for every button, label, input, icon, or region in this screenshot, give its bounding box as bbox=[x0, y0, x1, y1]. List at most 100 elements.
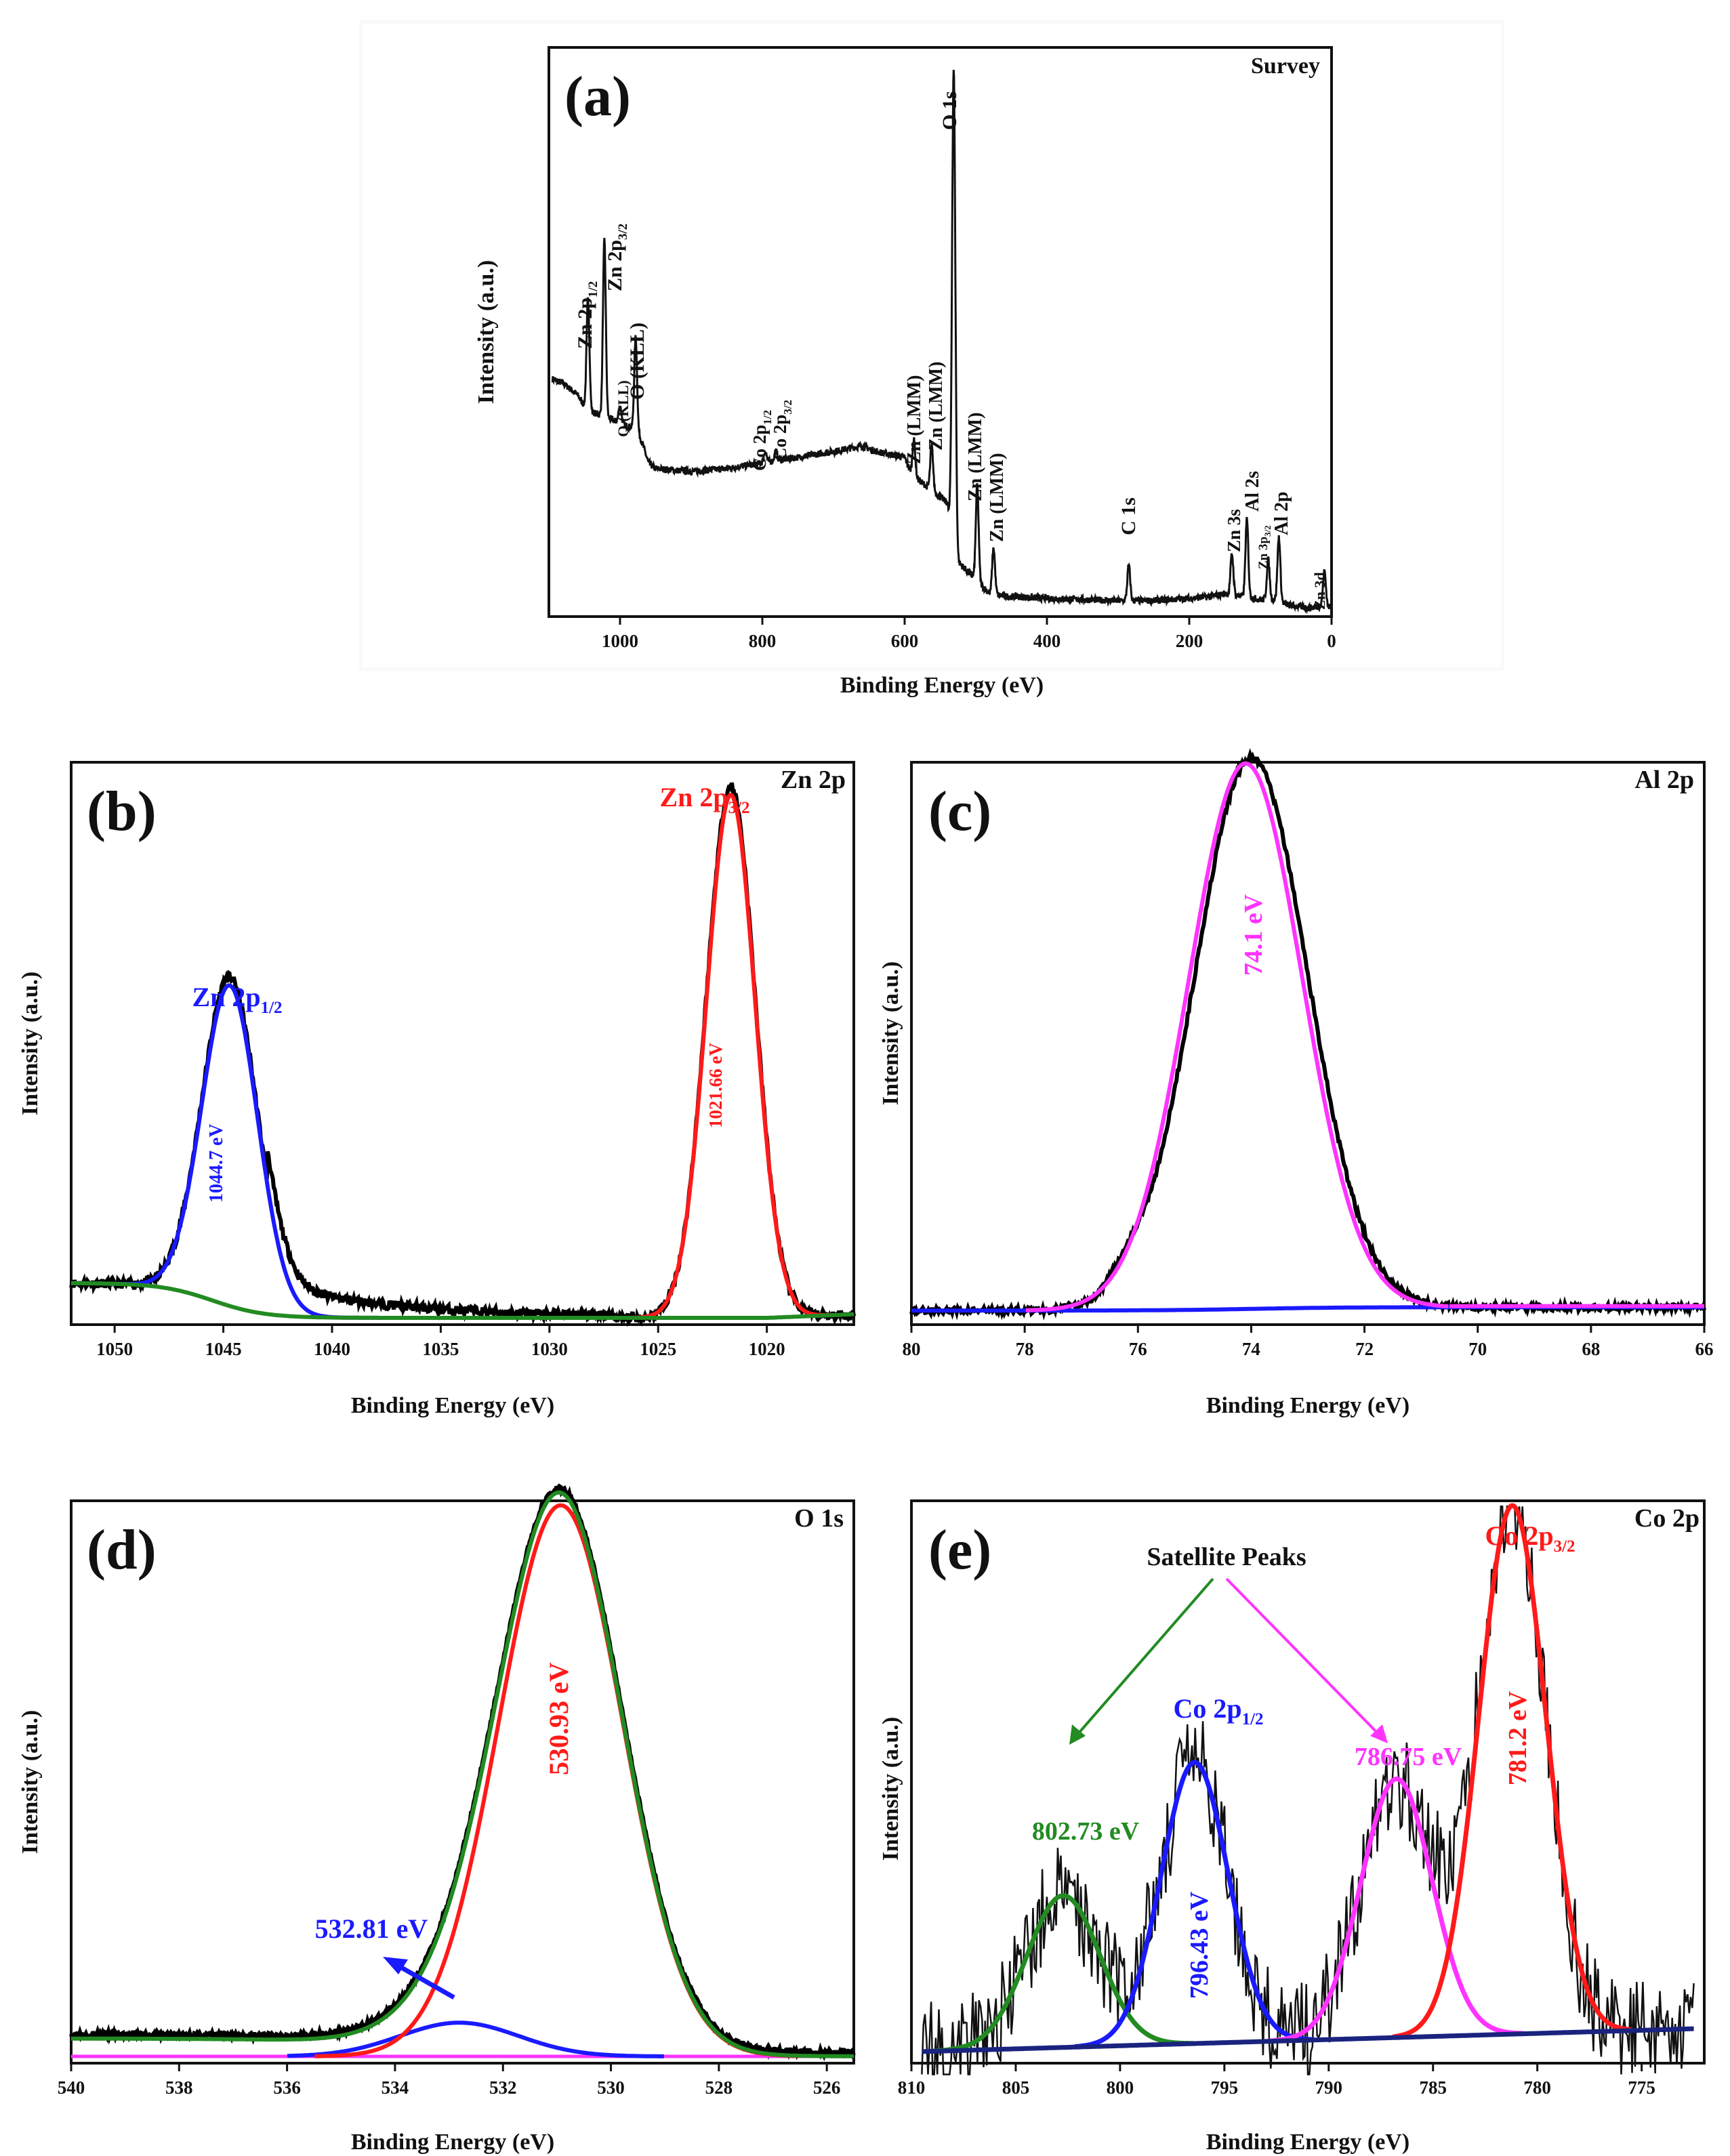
label-d-530: 530.93 eV bbox=[543, 1662, 574, 1775]
panel-b-plot: 1050 1045 1040 1035 1030 1025 1020 bbox=[69, 782, 856, 1359]
panel-e-xtick-label-4: 790 bbox=[1315, 2077, 1343, 2098]
b-background-line bbox=[71, 1281, 854, 1320]
panel-c-corner-label: Al 2p bbox=[1634, 766, 1694, 794]
label-al-2p: Al 2p bbox=[1271, 491, 1292, 535]
label-zn-3s: Zn 3s bbox=[1224, 509, 1244, 552]
panel-d-letter: (d) bbox=[87, 1518, 157, 1581]
panel-e-letter: (e) bbox=[928, 1518, 991, 1581]
arrow-d-shaft bbox=[393, 1961, 455, 2000]
panel-c-xtick-label-0: 80 bbox=[903, 1339, 921, 1359]
panel-d-plot: 540 538 536 534 532 530 528 526 bbox=[58, 1483, 856, 2098]
panel-d-xtick-label-4: 532 bbox=[489, 2077, 517, 2098]
c-al2p-fit-line bbox=[1025, 761, 1449, 1312]
panel-e: 810 805 800 795 790 785 780 775 (e) Co 2p Bindi… bbox=[878, 1499, 1706, 2155]
label-zn-3d: Zn 3d bbox=[1311, 572, 1328, 610]
label-b-zn-2p32: Zn 2p3/2 bbox=[659, 782, 749, 817]
panel-e-plot: 810 805 800 795 790 785 780 775 bbox=[898, 1503, 1695, 2098]
label-zn-lmm-2: Zn (LMM) bbox=[926, 362, 947, 451]
panel-a-xlabel: Binding Energy (eV) bbox=[840, 673, 1044, 698]
label-e-802: 802.73 eV bbox=[1032, 1817, 1140, 1846]
panel-d-ylabel: Intensity (a.u.) bbox=[18, 1710, 43, 1854]
label-zn-lmm-4: Zn (LMM) bbox=[987, 453, 1008, 542]
label-al-2s: Al 2s bbox=[1242, 471, 1263, 512]
panel-a-xtick-label-3: 400 bbox=[1033, 631, 1061, 651]
panel-b-xtick-label-4: 1030 bbox=[531, 1339, 568, 1359]
panel-e-xtick-label-0: 810 bbox=[898, 2077, 926, 2098]
label-zn-lmm-1: Zn (LMM) bbox=[904, 375, 925, 464]
label-e-786: 786.75 eV bbox=[1355, 1743, 1462, 1771]
label-e-796: 796.43 eV bbox=[1185, 1891, 1214, 1999]
b-zn2p32-fit-line bbox=[615, 793, 831, 1320]
label-o-1s: O 1s bbox=[939, 91, 961, 130]
label-d-532: 532.81 eV bbox=[315, 1913, 428, 1944]
panel-e-corner-label: Co 2p bbox=[1634, 1504, 1700, 1533]
panel-b-xlabel: Binding Energy (eV) bbox=[351, 1393, 554, 1418]
arrow-e-magenta-shaft bbox=[1225, 1577, 1380, 1736]
panel-a-ylabel: Intensity (a.u.) bbox=[474, 260, 499, 405]
panel-e-xtick-label-6: 780 bbox=[1523, 2077, 1551, 2098]
d-envelope-line bbox=[71, 1490, 854, 2058]
label-o-kll-2: O (KLL) bbox=[626, 323, 648, 400]
panel-b: 1050 1045 1040 1035 1030 1025 1020 (b) Zn 2p B… bbox=[18, 761, 856, 1418]
panel-e-xtick-label-2: 800 bbox=[1107, 2077, 1134, 2098]
panel-d-xtick-label-2: 536 bbox=[273, 2077, 301, 2098]
survey-spectrum-line bbox=[551, 70, 1332, 615]
panel-e-xlabel: Binding Energy (eV) bbox=[1206, 2130, 1409, 2155]
arrow-e-green-shaft bbox=[1076, 1577, 1214, 1736]
panel-a-xtick-label-5: 0 bbox=[1327, 631, 1336, 651]
e-baseline-line bbox=[922, 2026, 1694, 2054]
label-o-kll-1: O (KLL) bbox=[615, 380, 632, 437]
d-minor-fit-line bbox=[287, 2020, 664, 2058]
label-e-satellite: Satellite Peaks bbox=[1147, 1543, 1306, 1571]
e-satellite-802-fit-line bbox=[932, 1893, 1194, 2054]
panel-b-xtick-label-1: 1045 bbox=[205, 1339, 242, 1359]
panel-b-xtick-label-3: 1035 bbox=[422, 1339, 459, 1359]
e-co2p32-fit-line bbox=[1392, 1503, 1632, 2039]
panel-c-xlabel: Binding Energy (eV) bbox=[1206, 1393, 1409, 1418]
label-b-1044: 1044.7 eV bbox=[206, 1123, 227, 1203]
arrow-d-head bbox=[383, 1957, 408, 1974]
panel-e-ylabel: Intensity (a.u.) bbox=[878, 1717, 903, 1861]
panel-b-ylabel: Intensity (a.u.) bbox=[18, 972, 43, 1116]
panel-a: 1000 800 600 400 200 0 (a) Survey Binding Ene… bbox=[474, 46, 1336, 698]
panel-d: 540 538 536 534 532 530 528 526 (d) O 1s Bindin… bbox=[18, 1483, 856, 2155]
panel-c-letter: (c) bbox=[928, 780, 991, 843]
panel-c-xtick-label-4: 72 bbox=[1355, 1339, 1374, 1359]
panel-c-xtick-label-7: 66 bbox=[1695, 1339, 1714, 1359]
label-co-2p12: Co 2p1/2 bbox=[749, 410, 774, 471]
panel-e-xtick-label-5: 785 bbox=[1419, 2077, 1447, 2098]
panel-d-xtick-label-0: 540 bbox=[58, 2077, 85, 2098]
panel-d-xlabel: Binding Energy (eV) bbox=[351, 2130, 554, 2155]
e-satellite-786-fit-line bbox=[1269, 1777, 1524, 2044]
panel-d-xtick-label-1: 538 bbox=[165, 2077, 193, 2098]
label-zn-2p12: Zn 2p1/2 bbox=[574, 281, 600, 349]
panel-a-corner-label: Survey bbox=[1251, 54, 1320, 79]
panel-a-xtick-label-1: 800 bbox=[749, 631, 777, 651]
panel-b-xtick-label-0: 1050 bbox=[96, 1339, 133, 1359]
label-e-co-2p12: Co 2p1/2 bbox=[1173, 1693, 1263, 1728]
panel-b-xtick-label-6: 1020 bbox=[749, 1339, 785, 1359]
label-c-1s: C 1s bbox=[1117, 497, 1140, 535]
panel-e-xtick-label-3: 795 bbox=[1211, 2077, 1239, 2098]
panel-b-frame bbox=[70, 761, 855, 1326]
panel-b-corner-label: Zn 2p bbox=[781, 766, 846, 794]
label-e-781: 781.2 eV bbox=[1504, 1691, 1532, 1785]
panel-c-plot: 80 78 76 74 72 70 68 66 bbox=[903, 748, 1714, 1359]
panel-a-xtick-label-2: 600 bbox=[891, 631, 919, 651]
panel-a-xtick-label-4: 200 bbox=[1176, 631, 1203, 651]
panel-b-xtick-label-2: 1040 bbox=[314, 1339, 350, 1359]
panel-d-xtick-label-3: 534 bbox=[382, 2077, 409, 2098]
label-b-1021: 1021.66 eV bbox=[705, 1043, 726, 1128]
panel-e-xtick-label-7: 775 bbox=[1628, 2077, 1655, 2098]
panel-c-xtick-label-2: 76 bbox=[1129, 1339, 1147, 1359]
panel-b-letter: (b) bbox=[87, 780, 157, 843]
label-co-2p32: Co 2p3/2 bbox=[770, 400, 794, 461]
panel-c-xtick-label-5: 70 bbox=[1468, 1339, 1487, 1359]
panel-c: 80 78 76 74 72 70 68 66 (c) Al 2p Binding Energ… bbox=[878, 748, 1714, 1418]
label-c-74: 74.1 eV bbox=[1239, 894, 1268, 976]
panel-a-frame bbox=[548, 46, 1333, 618]
panel-d-frame bbox=[70, 1499, 855, 2065]
panel-e-xtick-label-1: 805 bbox=[1002, 2077, 1030, 2098]
arrow-e-green-head bbox=[1069, 1724, 1086, 1745]
